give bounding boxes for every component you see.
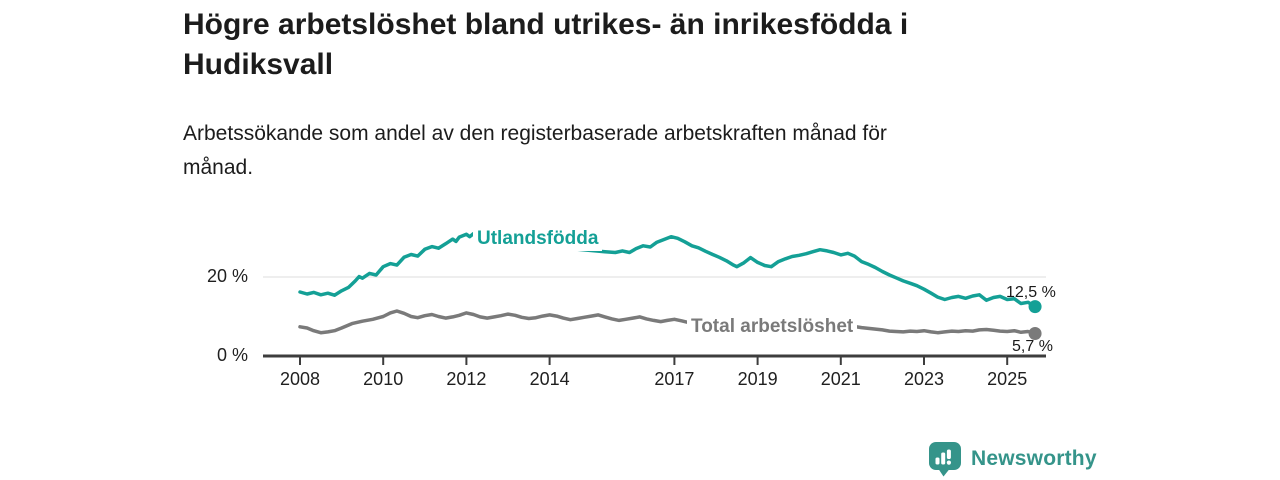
x-tick-label: 2008 [280, 369, 320, 389]
end-value-label-utlandsfodda: 12,5 % [1006, 284, 1056, 301]
series-line [298, 231, 1037, 309]
end-value-label-total: 5,7 % [1012, 338, 1053, 355]
newsworthy-wordmark: Newsworthy [971, 447, 1097, 470]
chart-subtitle: Arbetssökande som andel av den registerb… [183, 117, 887, 185]
series-label-utlandsfodda: Utlandsfödda [473, 227, 603, 251]
y-axis-tick-0: 0 % [216, 345, 248, 365]
page-title: Högre arbetslöshet bland utrikes- än inr… [183, 5, 908, 85]
x-tick-label: 2014 [530, 369, 570, 389]
series-line [298, 309, 1037, 336]
newsworthy-logo[interactable]: Newsworthy [928, 441, 1097, 477]
subtitle-line-2: månad. [183, 156, 254, 179]
title-line-1: Högre arbetslöshet bland utrikes- än inr… [183, 8, 909, 41]
title-line-2: Hudiksvall [183, 48, 334, 81]
x-tick-label: 2021 [821, 369, 861, 389]
x-tick-label: 2025 [987, 369, 1027, 389]
series-end-dot [1028, 326, 1042, 340]
series-end-dot [1028, 300, 1042, 314]
series-label-total-arbetsloshet: Total arbetslöshet [687, 315, 858, 339]
x-tick-label: 2017 [654, 369, 694, 389]
x-tick-label: 2023 [904, 369, 944, 389]
y-axis-tick-20: 20 % [206, 266, 248, 286]
subtitle-line-1: Arbetssökande som andel av den registerb… [183, 122, 887, 145]
x-tick-label: 2010 [363, 369, 403, 389]
bar-chart-speech-bubble-icon [929, 442, 961, 477]
x-tick-label: 2019 [738, 369, 778, 389]
x-tick-label: 2012 [446, 369, 486, 389]
